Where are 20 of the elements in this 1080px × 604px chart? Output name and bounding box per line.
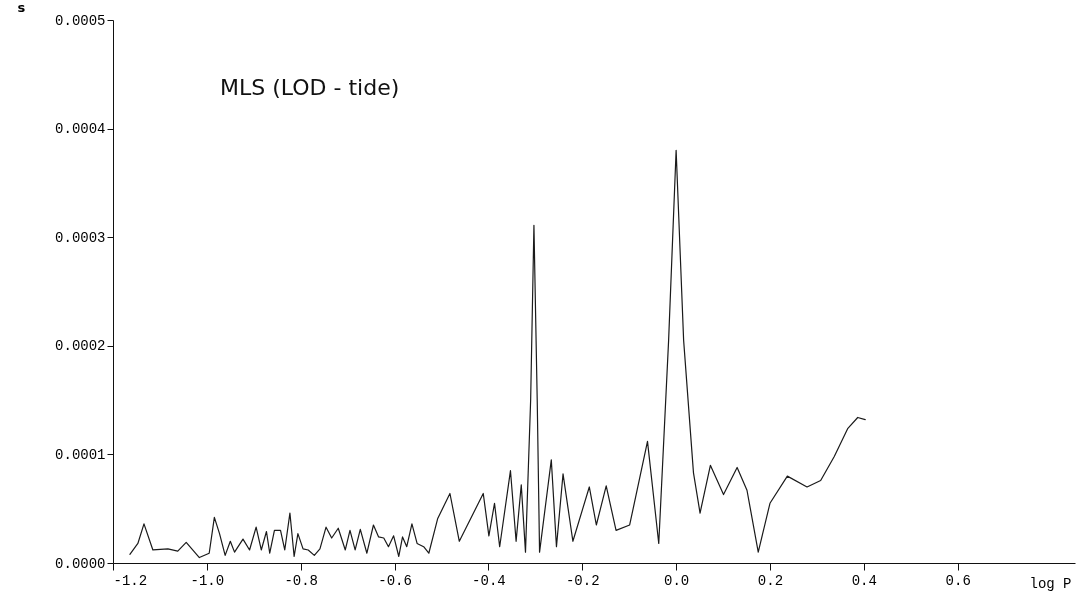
x-tick-label: -0.4 <box>472 572 506 589</box>
x-tick-label: -1.2 <box>113 572 148 589</box>
x-tick-label: -0.6 <box>378 572 412 589</box>
x-axis-title: log P <box>1029 575 1072 592</box>
x-tick-label: 0.0 <box>664 572 690 589</box>
x-tick-label: -1.0 <box>190 572 225 589</box>
x-tick-label: 0.2 <box>757 572 784 589</box>
y-tick-label: 0.0004 <box>55 121 106 138</box>
y-tick-label: 0.0003 <box>55 229 106 246</box>
y-tick-label: 0.0002 <box>55 338 106 355</box>
x-tick-label: 0.6 <box>945 572 971 589</box>
line-series <box>129 149 866 559</box>
y-axis-title: s <box>17 0 26 15</box>
x-tick-label: -0.2 <box>565 572 600 589</box>
x-tick-label: -0.8 <box>284 572 319 589</box>
y-tick-label: 0.0005 <box>55 12 106 29</box>
x-tick-label: 0.4 <box>851 572 877 589</box>
y-tick-label: 0.0000 <box>55 555 106 572</box>
annotation: MLS (LOD - tide) <box>220 75 400 100</box>
y-tick-label: 0.0001 <box>55 446 106 463</box>
